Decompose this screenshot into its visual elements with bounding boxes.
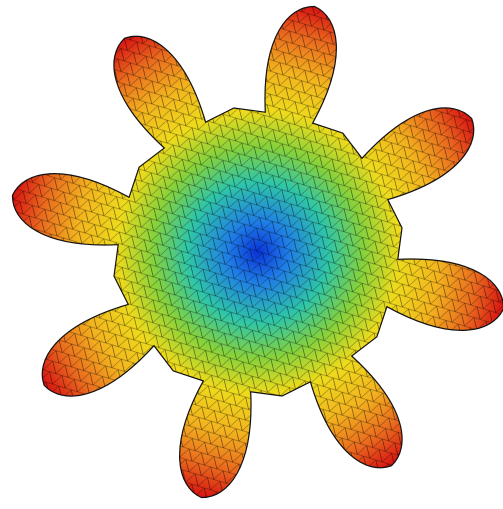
triangle-mesh (0, 0, 503, 509)
mesh-figure (0, 0, 503, 509)
page: (() => { const cx = 258, cy = 252; const… (0, 0, 503, 509)
